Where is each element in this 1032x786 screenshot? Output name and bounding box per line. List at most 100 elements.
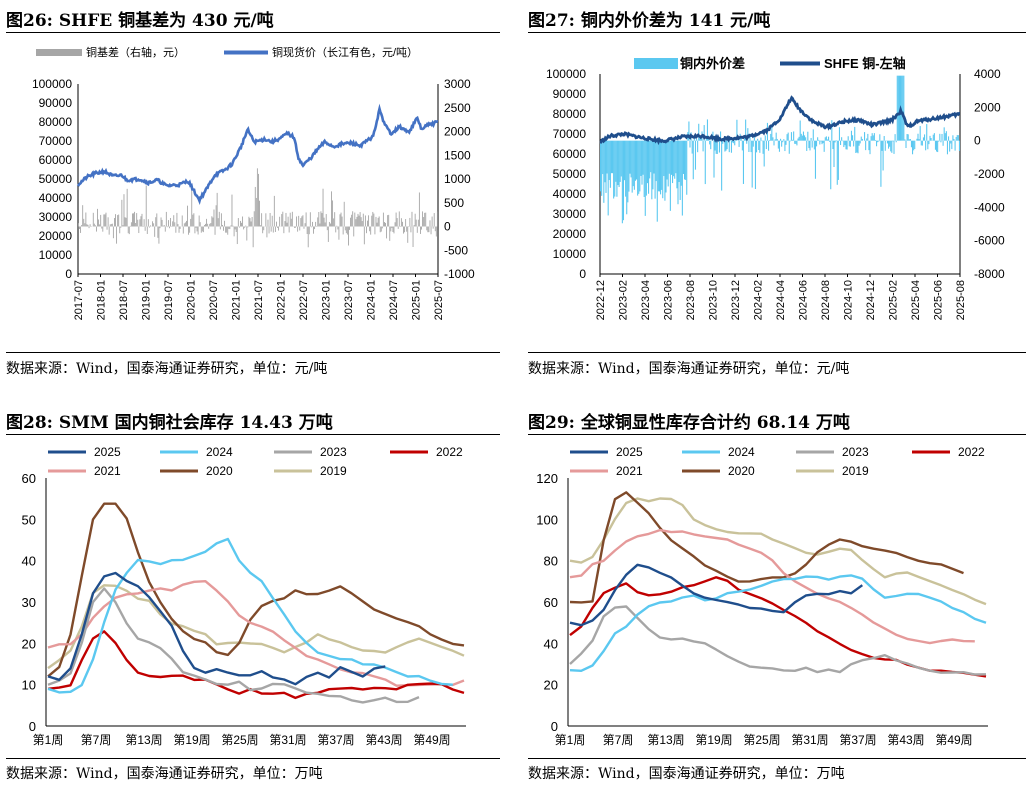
spread-bar — [904, 139, 906, 141]
spread-bar — [613, 140, 615, 199]
spread-bar — [608, 140, 610, 181]
figure-26-source-rule — [6, 352, 500, 353]
spread-bar — [740, 138, 742, 141]
x-tick-label: 2024-01 — [366, 280, 378, 320]
basis-bar — [202, 226, 204, 233]
spread-bar — [603, 140, 605, 203]
basis-bar — [107, 217, 109, 227]
right-tick-label: 1000 — [444, 172, 471, 186]
y-tick-label: 60 — [22, 471, 36, 486]
spread-bar — [884, 140, 886, 151]
basis-bar — [227, 226, 229, 235]
spot-price-line — [76, 103, 439, 205]
x-tick-label: 2017-07 — [73, 280, 85, 320]
figure-26-title-rule — [6, 32, 500, 33]
spread-bar — [746, 140, 748, 144]
basis-bar — [269, 212, 271, 227]
spread-bar — [879, 134, 881, 141]
basis-bar — [353, 226, 355, 237]
basis-bar — [108, 226, 110, 235]
spread-bar — [829, 140, 831, 142]
basis-bar — [146, 226, 148, 234]
spread-bar — [655, 140, 657, 182]
basis-bar — [208, 226, 210, 229]
legend-label-2019: 2019 — [842, 464, 869, 478]
spread-bar — [831, 120, 833, 141]
basis-bar — [87, 224, 89, 227]
basis-bar — [376, 222, 378, 227]
basis-bar — [299, 226, 301, 231]
spread-bar — [955, 136, 957, 141]
spread-bar — [907, 134, 909, 141]
basis-bar — [265, 213, 267, 227]
basis-bar — [117, 215, 119, 227]
spread-bar — [782, 140, 784, 143]
figure-29-title-rule — [528, 434, 1026, 435]
basis-bar — [406, 226, 408, 232]
spread-bar — [799, 120, 801, 141]
series-line-2021 — [569, 528, 975, 645]
basis-bar — [414, 213, 416, 227]
basis-bar — [183, 223, 185, 227]
basis-bar — [354, 212, 356, 227]
spread-bar — [810, 137, 812, 141]
x-tick-label: 2023-12 — [730, 280, 742, 320]
basis-bar — [373, 213, 375, 227]
basis-bar — [179, 226, 181, 229]
basis-bar — [338, 226, 340, 240]
basis-bar — [420, 226, 421, 234]
spread-bar — [877, 140, 879, 143]
basis-bar — [186, 220, 187, 227]
spread-bar — [823, 140, 825, 152]
left-tick-label: 0 — [579, 267, 586, 281]
basis-bar — [320, 211, 322, 227]
spread-bar — [606, 140, 608, 174]
basis-bar — [430, 226, 432, 235]
basis-bar — [366, 226, 367, 234]
left-tick-label: 10000 — [39, 248, 73, 262]
basis-bar — [126, 188, 128, 227]
spread-bar — [793, 131, 795, 141]
y-tick-label: 80 — [544, 554, 558, 569]
spread-bar — [753, 137, 755, 141]
basis-bar — [261, 213, 263, 227]
basis-bar — [169, 226, 170, 229]
spread-bar — [615, 140, 617, 182]
basis-bar — [289, 212, 291, 227]
spread-bar — [643, 140, 645, 198]
spread-bar — [872, 135, 874, 141]
spread-bar — [724, 140, 726, 152]
spread-bar — [901, 75, 903, 141]
right-tick-label: 1500 — [444, 148, 471, 162]
right-tick-label: 500 — [444, 196, 464, 210]
spread-bar — [903, 75, 905, 141]
left-tick-label: 100000 — [32, 77, 72, 91]
basis-bar — [301, 216, 303, 227]
basis-bar — [291, 211, 293, 227]
spread-bar — [654, 140, 656, 199]
left-tick-label: 30000 — [553, 207, 587, 221]
basis-bar — [145, 185, 147, 227]
spread-bar — [646, 140, 649, 184]
basis-bar — [139, 219, 141, 227]
spread-bar — [718, 140, 721, 153]
series-line-2020 — [569, 491, 964, 604]
basis-bar — [268, 226, 270, 234]
basis-bar — [367, 220, 368, 227]
basis-bar — [416, 226, 418, 233]
basis-bar — [384, 222, 385, 227]
spread-bar — [668, 140, 670, 174]
basis-bar — [314, 226, 316, 230]
spread-bar — [828, 136, 830, 141]
spread-bar — [847, 136, 849, 141]
basis-bar — [388, 214, 390, 227]
basis-bar — [412, 226, 414, 248]
spread-bar — [773, 140, 775, 146]
spread-bar — [859, 140, 861, 144]
basis-bar — [198, 215, 200, 227]
spread-bar — [835, 140, 837, 141]
series-line-2019 — [569, 497, 987, 606]
x-tick-label: 2024-10 — [843, 280, 855, 320]
basis-bar — [350, 217, 352, 227]
spread-bar — [757, 138, 759, 141]
